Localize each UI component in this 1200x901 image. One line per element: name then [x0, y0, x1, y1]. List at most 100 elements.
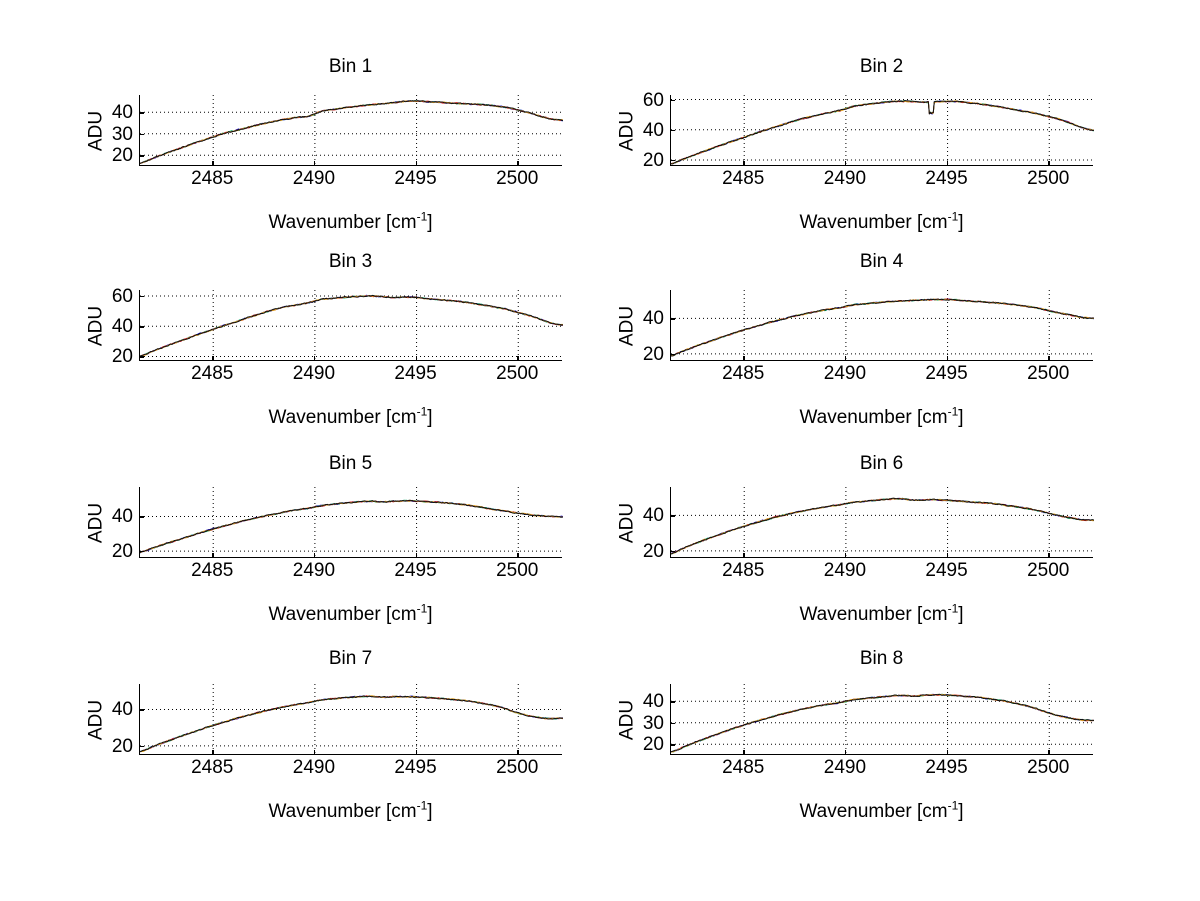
x-tickmark [844, 750, 847, 755]
panel-title: Bin 7 [328, 648, 373, 669]
x-tickmark [313, 161, 316, 166]
y-tick-label: 60 [111, 286, 133, 308]
x-axis-label-bracket: ] [427, 212, 433, 233]
y-tickmark [670, 353, 675, 356]
y-tickmark [670, 701, 675, 703]
x-tick-label: 2495 [925, 560, 968, 581]
plot-svg [671, 684, 1094, 755]
plot-svg [140, 684, 563, 755]
x-tick-label: 2485 [722, 560, 765, 581]
series-trace-blue [671, 497, 1094, 554]
x-tickmark [212, 750, 214, 755]
y-tickmark [670, 129, 675, 132]
y-tick-label: 20 [642, 343, 664, 365]
x-axis-label: Wavenumber [cm-1] [139, 603, 562, 626]
plot-svg [140, 487, 563, 558]
x-axis-label-text: Wavenumber [cm [268, 801, 417, 822]
series-trace-red [140, 695, 563, 753]
series-trace-black [671, 298, 1094, 357]
x-axis-label: Wavenumber [cm-1] [670, 211, 1093, 234]
x-tick-label: 2490 [292, 363, 336, 384]
x-tick-label: 2500 [1027, 560, 1070, 581]
x-tickmark [313, 356, 316, 361]
series-trace-green [140, 695, 563, 753]
x-tickmark [415, 553, 417, 558]
y-tick-label: 40 [111, 699, 133, 721]
series-trace-red [671, 693, 1094, 753]
plot-svg [671, 95, 1094, 166]
x-axis-label-bracket: ] [427, 604, 433, 625]
x-tick-label: 2495 [925, 168, 968, 189]
series-trace-red [671, 100, 1094, 165]
x-tick-label: 2490 [292, 168, 336, 189]
series-trace-blue [140, 294, 563, 357]
y-tick-label: 40 [642, 119, 664, 141]
plot-area [670, 487, 1094, 558]
plot-area [670, 684, 1094, 755]
x-axis-label-bracket: ] [958, 801, 964, 822]
series-trace-green [671, 497, 1094, 555]
x-axis-label-exponent: -1 [947, 404, 959, 419]
x-tick-label: 2495 [394, 363, 437, 384]
y-tick-label: 20 [111, 346, 133, 368]
series-trace-orange [140, 500, 563, 554]
x-axis-label-exponent: -1 [416, 209, 428, 224]
series-trace-green [671, 693, 1094, 753]
x-tickmark [415, 750, 417, 755]
x-axis-label: Wavenumber [cm-1] [139, 798, 562, 823]
plot-svg [671, 290, 1094, 361]
y-tick-label: 40 [111, 316, 133, 338]
y-tickmark [139, 296, 144, 298]
x-tickmark [844, 356, 847, 361]
series-trace-blue [671, 100, 1094, 165]
series-trace-orange [140, 695, 563, 753]
series-trace-blue [140, 100, 563, 164]
y-tickmark [670, 550, 675, 553]
x-tickmark [1048, 161, 1050, 166]
y-tick-label: 30 [111, 123, 133, 145]
y-tick-label: 40 [642, 505, 664, 527]
y-tickmark [139, 112, 144, 114]
x-tickmark [313, 553, 316, 558]
x-axis-label: Wavenumber [cm-1] [670, 603, 1093, 626]
series-trace-green [671, 298, 1094, 357]
plot-area [139, 487, 563, 558]
series-trace-black [671, 693, 1094, 753]
series-trace-orange [671, 693, 1094, 753]
y-axis-label: ADU [616, 110, 637, 151]
y-tickmark [139, 326, 144, 328]
series-trace-black [671, 497, 1094, 555]
x-tickmark [517, 161, 519, 166]
y-axis-label: ADU [85, 502, 106, 543]
x-tick-label: 2490 [823, 363, 867, 384]
x-tick-label: 2500 [1027, 363, 1070, 384]
plot-svg [140, 95, 563, 166]
x-tick-label: 2490 [823, 560, 867, 581]
x-tick-label: 2485 [722, 757, 765, 778]
x-tickmark [743, 161, 745, 166]
series-trace-blue [671, 693, 1094, 753]
series-trace-red [671, 497, 1094, 555]
x-tick-label: 2485 [191, 168, 234, 189]
plot-area [139, 95, 563, 166]
x-tick-label: 2485 [191, 560, 234, 581]
panel-title: Bin 4 [859, 251, 904, 272]
x-axis-label-bracket: ] [958, 407, 964, 428]
series-trace-black [140, 294, 563, 357]
x-tick-label: 2500 [496, 363, 539, 384]
y-tickmark [670, 515, 675, 517]
x-tickmark [517, 356, 519, 361]
x-tickmark [946, 356, 948, 361]
y-tick-label: 20 [111, 541, 133, 563]
series-trace-red [671, 298, 1094, 357]
x-axis-label-exponent: -1 [416, 798, 428, 813]
y-axis-label: ADU [85, 699, 106, 740]
plot-area [139, 290, 563, 361]
panel-title: Bin 1 [328, 56, 373, 77]
panel-title: Bin 2 [859, 56, 904, 77]
